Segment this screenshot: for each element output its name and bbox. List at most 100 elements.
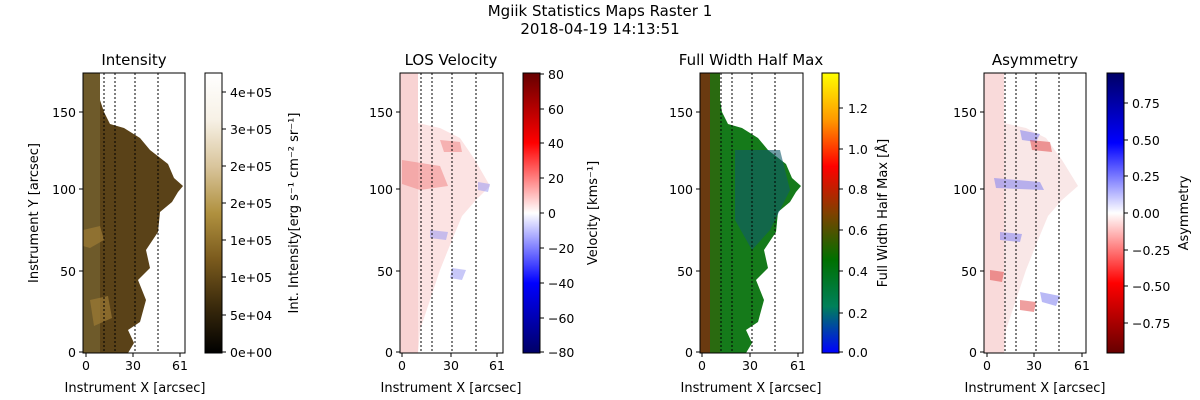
plot-title: Asymmetry bbox=[992, 51, 1078, 69]
figure-subtitle: 2018-04-19 14:13:51 bbox=[520, 20, 679, 38]
y-tick-label: 50 bbox=[60, 264, 76, 279]
y-tick: 150 bbox=[369, 105, 400, 120]
x-tick: 0 bbox=[398, 353, 406, 373]
y-tick-label: 50 bbox=[377, 264, 393, 279]
colorbar-tick: 1.0 bbox=[839, 142, 868, 157]
colorbar-tick: 0.00 bbox=[1124, 206, 1160, 221]
colorbar-tick-label: −60 bbox=[548, 311, 574, 326]
colorbar-tick-label: 0.50 bbox=[1132, 133, 1160, 148]
axes-frame bbox=[82, 72, 186, 354]
colorbar-tick: 0e+00 bbox=[222, 345, 272, 360]
y-tick-label: 150 bbox=[669, 105, 693, 120]
colorbar-tick: 5e+04 bbox=[222, 308, 272, 323]
colorbar-tick: 1e+05 bbox=[222, 270, 272, 285]
colorbar-gradient bbox=[522, 72, 541, 354]
colorbar-tick-label: 2e+05 bbox=[230, 196, 272, 211]
axes-frame bbox=[983, 72, 1087, 354]
y-tick-label: 100 bbox=[669, 182, 693, 197]
x-tick-label: 30 bbox=[443, 358, 459, 373]
colorbar-tick-label: 0.75 bbox=[1132, 96, 1160, 111]
y-tick-label: 0 bbox=[685, 345, 693, 360]
y-tick: 100 bbox=[953, 182, 984, 197]
heatmap bbox=[83, 73, 185, 353]
colorbar-tick-label: 0.25 bbox=[1132, 169, 1160, 184]
x-tick-label: 0 bbox=[82, 358, 90, 373]
x-axis-label: Instrument X [arcsec] bbox=[381, 381, 522, 396]
x-tick: 0 bbox=[983, 353, 991, 373]
colorbar-tick-label: 1e+05 bbox=[230, 270, 272, 285]
colorbar-tick: 0.6 bbox=[839, 223, 868, 238]
x-tick-label: 30 bbox=[125, 358, 141, 373]
colorbar-tick-label: 0.00 bbox=[1132, 206, 1160, 221]
x-tick-label: 30 bbox=[1026, 358, 1042, 373]
colorbar-label: Full Width Half Max [Å] bbox=[875, 139, 891, 287]
heatmap bbox=[700, 73, 803, 353]
colorbar-tick-label: 0.6 bbox=[848, 223, 868, 238]
colorbar-tick: 2e+05 bbox=[222, 159, 272, 174]
figure-title: Mgiik Statistics Maps Raster 1 bbox=[488, 2, 713, 20]
plot-title: Intensity bbox=[101, 51, 166, 69]
heatmap bbox=[400, 73, 503, 353]
colorbar-tick: −20 bbox=[540, 241, 574, 256]
y-tick-label: 150 bbox=[369, 105, 393, 120]
y-tick-label: 100 bbox=[52, 182, 76, 197]
colorbar-tick: 0.0 bbox=[839, 345, 868, 360]
colorbar-tick: 0.2 bbox=[839, 306, 868, 321]
colorbar-tick-label: 0.8 bbox=[848, 182, 868, 197]
colorbar-tick: 0.4 bbox=[839, 264, 868, 279]
colorbar-tick: −0.75 bbox=[1124, 316, 1170, 331]
y-tick: 0 bbox=[385, 345, 400, 360]
map-fill-edge bbox=[700, 73, 710, 353]
x-axis-label: Instrument X [arcsec] bbox=[681, 381, 822, 396]
colorbar-tick-label: 1e+05 bbox=[230, 233, 272, 248]
y-tick: 0 bbox=[685, 345, 700, 360]
colorbar-tick: 0.25 bbox=[1124, 169, 1160, 184]
y-tick: 0 bbox=[969, 345, 984, 360]
x-tick: 61 bbox=[1074, 353, 1090, 373]
y-tick: 100 bbox=[369, 182, 400, 197]
panel-los-velocity: LOS Velocity 0 30 61 0 50 100 150 Instru… bbox=[369, 51, 601, 396]
colorbar-tick: −80 bbox=[540, 345, 574, 360]
colorbar-tick: 3e+05 bbox=[222, 122, 272, 137]
colorbar-tick-label: −0.75 bbox=[1132, 316, 1170, 331]
x-tick: 30 bbox=[443, 353, 459, 373]
colorbar-tick-label: 0 bbox=[548, 206, 556, 221]
colorbar-label: Int. Intensity[erg s⁻¹ cm⁻² sr⁻¹] bbox=[287, 113, 302, 314]
x-tick: 30 bbox=[1026, 353, 1042, 373]
y-tick-label: 100 bbox=[953, 182, 977, 197]
colorbar-tick-label: 20 bbox=[548, 171, 564, 186]
map-fill-region bbox=[984, 73, 1004, 353]
colorbar-tick-label: 4e+05 bbox=[230, 85, 272, 100]
y-tick-label: 50 bbox=[677, 264, 693, 279]
colorbar-tick-label: −20 bbox=[548, 241, 574, 256]
colorbar-tick-label: 0.2 bbox=[848, 306, 868, 321]
colorbar: 0e+00 5e+04 1e+05 1e+05 2e+05 2e+05 3e+0… bbox=[204, 72, 302, 360]
x-tick-label: 0 bbox=[398, 358, 406, 373]
colorbar-tick: 0.75 bbox=[1124, 96, 1160, 111]
colorbar-tick-label: −80 bbox=[548, 345, 574, 360]
colorbar-tick-label: 40 bbox=[548, 136, 564, 151]
y-tick: 100 bbox=[669, 182, 700, 197]
colorbar-tick-label: 1.2 bbox=[848, 101, 868, 116]
colorbar-tick: −60 bbox=[540, 311, 574, 326]
y-tick: 50 bbox=[677, 264, 700, 279]
colorbar-tick-label: −0.25 bbox=[1132, 243, 1170, 258]
y-tick-label: 50 bbox=[961, 264, 977, 279]
x-axis-label: Instrument X [arcsec] bbox=[65, 381, 206, 396]
colorbar-tick: 1e+05 bbox=[222, 233, 272, 248]
colorbar-tick-label: 0.4 bbox=[848, 264, 868, 279]
colorbar-tick: 40 bbox=[540, 136, 564, 151]
colorbar-tick: 1.2 bbox=[839, 101, 868, 116]
map-fill-teal bbox=[735, 150, 790, 250]
colorbar-tick: −0.25 bbox=[1124, 243, 1170, 258]
map-fill-region bbox=[400, 73, 418, 353]
y-tick: 150 bbox=[52, 105, 83, 120]
panel-asymmetry: Asymmetry 0 30 61 0 50 100 150 Instrumen… bbox=[953, 51, 1192, 396]
y-tick-label: 150 bbox=[52, 105, 76, 120]
colorbar-tick: 0.50 bbox=[1124, 133, 1160, 148]
x-axis-label: Instrument X [arcsec] bbox=[965, 381, 1106, 396]
map-fill-region bbox=[100, 73, 183, 353]
colorbar: 0.0 0.2 0.4 0.6 0.8 1.0 1.2 Full Width H… bbox=[821, 72, 891, 360]
panel-intensity: Intensity 0 30 61 0 bbox=[27, 51, 302, 396]
y-tick-label: 100 bbox=[369, 182, 393, 197]
